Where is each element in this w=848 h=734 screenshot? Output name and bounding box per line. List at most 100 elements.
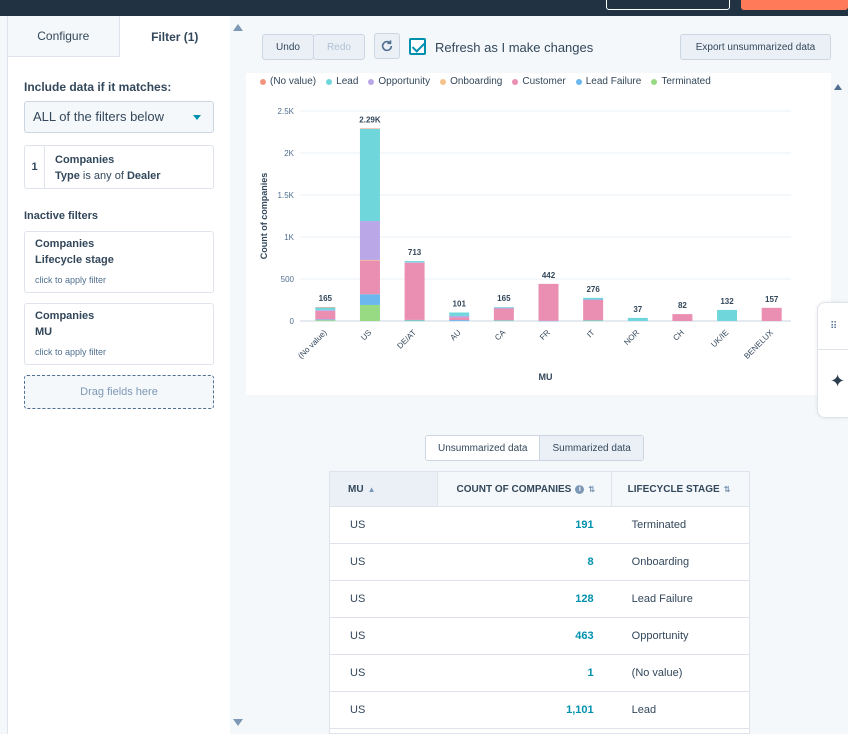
drag-fields-dropzone[interactable]: Drag fields here [24,375,214,409]
header-mu[interactable]: MU ▲ [330,472,438,506]
table-row: US 463 Opportunity [330,618,749,655]
cell-stage: (No value) [631,667,683,679]
legend-dot [440,78,447,85]
cell-stage: Terminated [631,519,687,531]
header-count[interactable]: COUNT OF COMPANIES i ⇅ [438,472,612,506]
x-tick-label: IT [585,328,596,339]
legend-item[interactable]: Terminated [651,76,711,87]
table-row: US 8 Onboarding [330,544,749,581]
legend-item[interactable]: Opportunity [368,76,430,87]
tab-configure[interactable]: Configure [8,16,120,57]
cell-mu: US [350,667,366,679]
sort-asc-icon[interactable]: ▲ [367,484,376,494]
legend-item[interactable]: Onboarding [440,76,502,87]
header-stage[interactable]: LIFECYCLE STAGE ⇅ [612,472,749,506]
filter-description: Type is any of Dealer [55,170,161,182]
cell-stage: Lead Failure [631,593,693,605]
bar-total-label: 165 [497,294,511,303]
inactive-filter-property: MU [35,326,53,338]
bar-segment [583,297,604,300]
bar-segment [538,283,559,321]
cell-stage: Onboarding [631,556,690,568]
bar-segment [493,307,514,309]
filter-panel-scrollbar[interactable] [230,16,245,734]
bar-segment [493,307,514,308]
scroll-up-icon[interactable] [233,24,243,31]
legend-item[interactable]: Lead Failure [575,76,641,87]
y-tick-label: 2.5K [278,107,295,116]
cell-count[interactable]: 128 [575,593,594,605]
stacked-bar-chart: 0 500 1K 1.5K 2K 2.5K Count of companies MU 165 (… [259,107,791,382]
undo-button[interactable]: Undo [262,34,314,60]
chart-scrollbar[interactable] [831,73,846,395]
inactive-filter-property: Lifecycle stage [35,254,114,266]
filter-object: Companies [55,154,115,166]
inactive-filter-object: Companies [35,310,95,322]
side-assistant-widget[interactable]: ⠿ ✦ [817,302,848,418]
cell-count[interactable]: 1,101 [566,704,594,716]
y-tick-label: 500 [281,275,295,284]
cell-count[interactable]: 463 [575,630,594,642]
inactive-filter-mu[interactable]: Companies MU click to apply filter [24,303,214,365]
legend-label: Customer [522,76,566,87]
bar-segment [449,312,470,316]
match-mode-dropdown[interactable]: ALL of the filters below [24,101,214,133]
table-row: US 191 Terminated [330,507,749,544]
legend-item[interactable]: (No value) [260,76,316,87]
bar-total-label: 2.29K [359,115,381,124]
legend-dot [651,78,658,85]
chart-container [246,73,831,395]
cell-mu: US [350,593,366,605]
header-primary-button[interactable] [741,0,848,10]
scroll-down-icon[interactable] [233,719,243,726]
bar-segment [404,261,425,263]
x-tick-label: US [359,328,373,342]
bar-total-label: 101 [453,300,467,309]
sparkle-icon[interactable]: ✦ [830,371,846,391]
bar-segment [449,315,470,318]
bar-segment [493,320,514,322]
include-data-label: Include data if it matches: [24,80,172,94]
refresh-button[interactable] [374,33,400,59]
grid-dots-icon[interactable]: ⠿ [830,321,839,332]
unsummarized-data-button[interactable]: Unsummarized data [426,436,540,460]
legend-dot [575,78,582,85]
data-view-toggle: Unsummarized data Summarized data [425,435,644,461]
sort-icon[interactable]: ⇅ [723,484,731,494]
info-icon[interactable]: i [575,484,585,494]
cell-count[interactable]: 1 [587,667,594,679]
top-app-bar [0,0,848,16]
cell-count[interactable]: 8 [587,556,594,568]
header-count-label: COUNT OF COMPANIES [456,483,572,495]
cell-count[interactable]: 191 [575,519,594,531]
active-filter-card[interactable]: 1 Companies Type is any of Dealer [24,145,214,189]
export-unsummarized-button[interactable]: Export unsummarized data [680,34,831,60]
summarized-data-button[interactable]: Summarized data [539,436,643,460]
bar-segment [583,320,604,322]
legend-dot [512,78,519,85]
bar-total-label: 37 [633,305,642,314]
legend-label: Lead [336,76,359,87]
bar-total-label: 276 [586,285,600,294]
cell-stage: Lead [631,704,657,716]
inactive-filter-lifecycle[interactable]: Companies Lifecycle stage click to apply… [24,231,214,293]
x-tick-label: DE/AT [395,328,418,351]
legend-label: Onboarding [450,76,503,87]
legend-item[interactable]: Lead [326,76,358,87]
y-tick-label: 1K [284,233,294,242]
bar-segment [404,262,425,320]
refresh-checkbox[interactable] [409,38,426,55]
scroll-up-icon[interactable] [834,84,842,90]
apply-filter-hint: click to apply filter [35,275,107,285]
redo-button[interactable]: Redo [313,34,365,60]
legend-item[interactable]: Customer [512,76,566,87]
bar-segment [493,320,514,321]
sort-icon[interactable]: ⇅ [588,484,596,494]
bar-segment [449,320,470,321]
filter-property: Type [55,170,80,182]
x-axis-label: MU [539,372,553,382]
bar-total-label: 442 [542,271,556,280]
x-tick-label: NOR [622,328,641,347]
header-outline-button[interactable] [606,0,730,10]
tab-filter[interactable]: Filter (1) [119,16,230,57]
